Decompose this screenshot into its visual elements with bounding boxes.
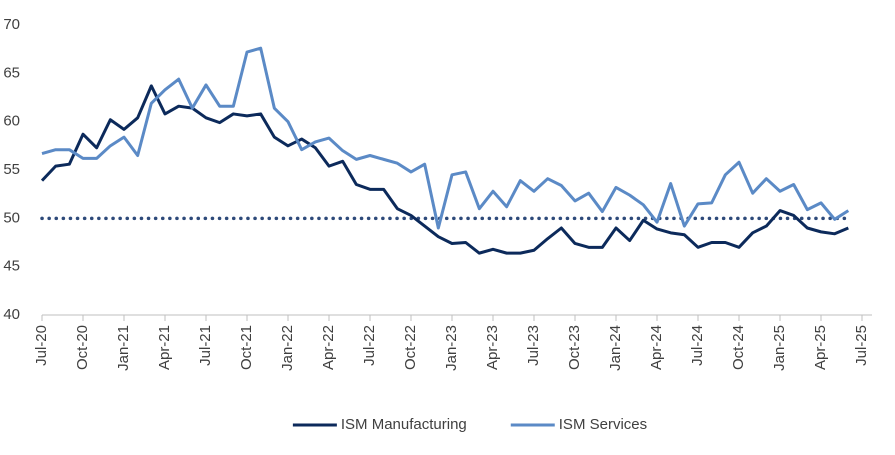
x-tick-label: Apr-21 bbox=[156, 325, 173, 370]
x-tick-label: Jul-24 bbox=[689, 325, 706, 366]
legend-label: ISM Manufacturing bbox=[341, 416, 467, 433]
y-tick-label: 45 bbox=[3, 258, 20, 275]
x-tick-label: Jul-20 bbox=[33, 325, 50, 366]
x-tick-label: Jan-24 bbox=[607, 325, 624, 371]
x-tick-label: Jan-25 bbox=[771, 325, 788, 371]
x-tick-label: Jan-23 bbox=[443, 325, 460, 371]
y-tick-label: 60 bbox=[3, 113, 20, 130]
y-tick-label: 55 bbox=[3, 161, 20, 178]
x-tick-label: Jul-23 bbox=[525, 325, 542, 366]
x-tick-label: Apr-24 bbox=[648, 325, 665, 370]
x-tick-label: Oct-23 bbox=[566, 325, 583, 370]
y-tick-label: 65 bbox=[3, 64, 20, 81]
x-tick-label: Jul-22 bbox=[361, 325, 378, 366]
legend-label: ISM Services bbox=[559, 416, 647, 433]
y-tick-label: 70 bbox=[3, 16, 20, 33]
series-line bbox=[40, 84, 849, 255]
x-tick-label: Oct-20 bbox=[74, 325, 91, 370]
x-tick-label: Oct-24 bbox=[730, 325, 747, 370]
x-tick-label: Apr-25 bbox=[812, 325, 829, 370]
y-tick-label: 50 bbox=[3, 209, 20, 226]
x-tick-label: Oct-21 bbox=[238, 325, 255, 370]
x-tick-label: Jan-21 bbox=[115, 325, 132, 371]
x-tick-label: Jul-21 bbox=[197, 325, 214, 366]
series-line bbox=[41, 46, 850, 230]
x-tick-label: Jan-22 bbox=[279, 325, 296, 371]
y-tick-label: 40 bbox=[3, 306, 20, 323]
x-tick-label: Apr-23 bbox=[484, 325, 501, 370]
x-tick-label: Oct-22 bbox=[402, 325, 419, 370]
x-tick-label: Apr-22 bbox=[320, 325, 337, 370]
x-tick-label: Jul-25 bbox=[853, 325, 870, 366]
